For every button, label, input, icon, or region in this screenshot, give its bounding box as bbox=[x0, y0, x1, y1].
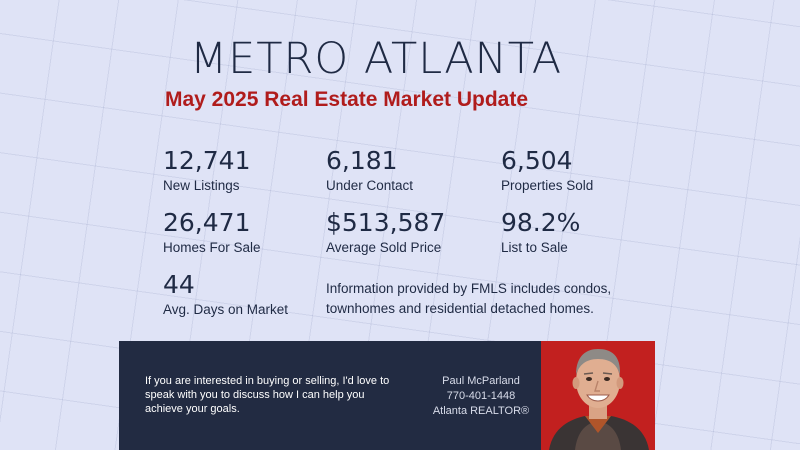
stat-label: Under Contact bbox=[326, 178, 414, 193]
data-source-note: Information provided by FMLS includes co… bbox=[326, 279, 646, 319]
contact-message-line: If you are interested in buying or selli… bbox=[145, 375, 390, 387]
stat-label: New Listings bbox=[163, 178, 240, 193]
stat-average-sold-price: $513,587 Average Sold Price bbox=[326, 208, 445, 255]
stat-value: 44 bbox=[163, 270, 195, 299]
stat-list-to-sale: 98.2% List to Sale bbox=[501, 208, 580, 255]
agent-contact: Paul McParland 770-401-1448 Atlanta REAL… bbox=[421, 374, 541, 419]
data-source-line: Information provided by FMLS includes co… bbox=[326, 281, 612, 296]
stat-under-contact: 6,181 Under Contact bbox=[326, 146, 413, 193]
page-subtitle: May 2025 Real Estate Market Update bbox=[165, 88, 528, 111]
stat-homes-for-sale: 26,471 Homes For Sale bbox=[163, 208, 261, 255]
stat-properties-sold: 6,504 Properties Sold bbox=[501, 146, 593, 193]
stat-label: Properties Sold bbox=[501, 178, 594, 193]
contact-message-line: speak with you to discuss how I can help… bbox=[145, 389, 365, 401]
stat-label: Homes For Sale bbox=[163, 240, 261, 255]
agent-photo bbox=[541, 341, 655, 450]
agent-role: Atlanta REALTOR® bbox=[432, 405, 530, 417]
stat-value: 6,504 bbox=[501, 146, 573, 175]
stat-new-listings: 12,741 New Listings bbox=[163, 146, 250, 193]
stat-value: 26,471 bbox=[163, 208, 251, 237]
stat-value: 12,741 bbox=[163, 146, 251, 175]
stat-label: List to Sale bbox=[501, 240, 568, 255]
stat-avg-days-on-market: 44 Avg. Days on Market bbox=[163, 270, 288, 317]
stat-label: Average Sold Price bbox=[326, 240, 442, 255]
data-source-line: townhomes and residential detached homes… bbox=[326, 301, 594, 316]
stat-value: 98.2% bbox=[501, 208, 581, 237]
stat-label: Avg. Days on Market bbox=[163, 302, 289, 317]
contact-message-line: achieve your goals. bbox=[145, 403, 240, 415]
page-title: METRO ATLANTA bbox=[190, 34, 563, 84]
agent-portrait-illustration bbox=[549, 349, 649, 450]
agent-phone[interactable]: 770-401-1448 bbox=[446, 390, 516, 402]
contact-message: If you are interested in buying or selli… bbox=[145, 374, 405, 416]
stat-value: $513,587 bbox=[326, 208, 446, 237]
agent-name: Paul McParland bbox=[442, 375, 520, 387]
contact-banner: If you are interested in buying or selli… bbox=[119, 341, 541, 450]
stat-value: 6,181 bbox=[326, 146, 398, 175]
